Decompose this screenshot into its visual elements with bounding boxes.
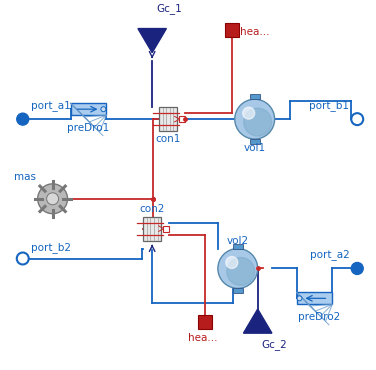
Text: con1: con1 — [155, 134, 181, 144]
Bar — [225, 23, 239, 37]
Circle shape — [226, 256, 238, 269]
Circle shape — [297, 296, 302, 301]
Text: Gc_2: Gc_2 — [262, 339, 287, 350]
Text: con2: con2 — [139, 204, 165, 214]
Polygon shape — [138, 28, 167, 53]
Text: hea...: hea... — [240, 27, 269, 37]
Bar — [198, 315, 212, 329]
Text: vol2: vol2 — [227, 236, 249, 246]
Bar — [143, 217, 161, 240]
Circle shape — [351, 262, 363, 275]
Bar — [163, 226, 169, 232]
Text: port_b1: port_b1 — [309, 100, 349, 111]
Text: mas: mas — [14, 172, 36, 182]
Circle shape — [17, 113, 29, 125]
Text: Gc_1: Gc_1 — [156, 3, 182, 14]
Text: vol1: vol1 — [244, 143, 266, 153]
Bar — [179, 116, 185, 122]
Circle shape — [101, 107, 106, 112]
Bar — [159, 107, 177, 131]
Circle shape — [38, 184, 68, 214]
Text: port_b2: port_b2 — [31, 242, 71, 253]
Circle shape — [227, 258, 255, 285]
Circle shape — [47, 193, 59, 205]
Bar — [233, 288, 243, 293]
Text: preDro1: preDro1 — [67, 123, 109, 133]
Bar — [250, 94, 260, 99]
Circle shape — [235, 99, 274, 139]
Text: preDro2: preDro2 — [298, 312, 341, 322]
Bar — [250, 139, 260, 144]
Circle shape — [17, 253, 29, 265]
Circle shape — [351, 113, 363, 125]
Circle shape — [244, 108, 271, 136]
Bar — [233, 243, 243, 249]
Polygon shape — [243, 309, 272, 333]
Text: port_a1: port_a1 — [31, 100, 70, 111]
Circle shape — [243, 107, 255, 119]
Circle shape — [218, 249, 258, 288]
Bar — [297, 292, 332, 304]
Bar — [71, 103, 106, 115]
Text: hea...: hea... — [188, 333, 218, 343]
Text: port_a2: port_a2 — [309, 250, 349, 260]
